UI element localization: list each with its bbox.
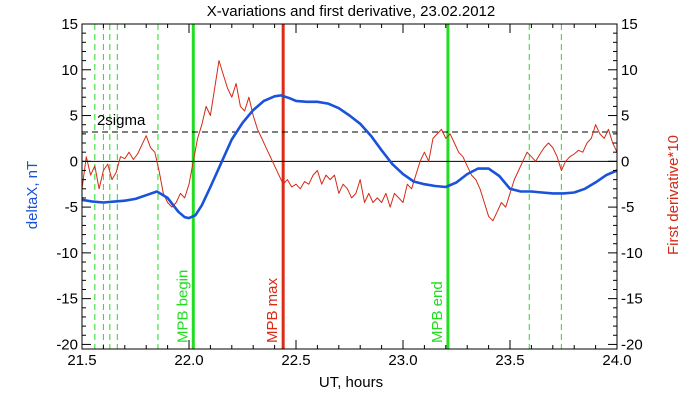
chart-title: X-variations and first derivative, 23.02… [207,3,496,20]
y-axis-label-left: deltaX, nT [24,161,41,229]
y-tick-label-left-6: -15 [56,291,78,308]
x-tick-label-2: 22.5 [281,352,310,369]
y-tick-label-left-2: 5 [70,108,78,125]
y-tick-label-right-5: -10 [621,245,643,262]
y-tick-label-right-2: 5 [621,108,629,125]
plot-frame [81,23,618,350]
y-tick-label-right-0: 15 [621,16,638,33]
y-axis-label-right: First derivative*10 [665,135,682,255]
y-tick-label-right-6: -15 [621,291,643,308]
y-tick-label-right-4: -5 [621,199,634,216]
x-axis-label: UT, hours [319,374,383,391]
y-tick-label-right-7: -20 [621,336,643,353]
x-tick-label-5: 24.0 [602,352,631,369]
y-tick-label-right-3: 0 [621,153,629,170]
marker-label-5: MPB begin [174,270,191,343]
y-tick-label-left-5: -10 [56,245,78,262]
x-tick-label-3: 23.0 [388,352,417,369]
sigma-label: 2sigma [97,112,146,129]
derivative-series-line [81,60,618,222]
marker-label-6: MPB max [264,277,281,343]
x-tick-label-0: 21.5 [67,352,96,369]
y-tick-label-right-1: 10 [621,62,638,79]
marker-label-7: MPB end [429,281,446,343]
y-tick-label-left-0: 15 [61,16,78,33]
y-tick-label-left-4: -5 [65,199,78,216]
x-tick-label-1: 22.0 [174,352,203,369]
deltax-series-line [81,94,618,220]
y-tick-label-left-1: 10 [61,62,78,79]
x-tick-label-4: 23.5 [495,352,524,369]
y-tick-label-left-7: -20 [56,336,78,353]
y-tick-label-left-3: 0 [70,153,78,170]
